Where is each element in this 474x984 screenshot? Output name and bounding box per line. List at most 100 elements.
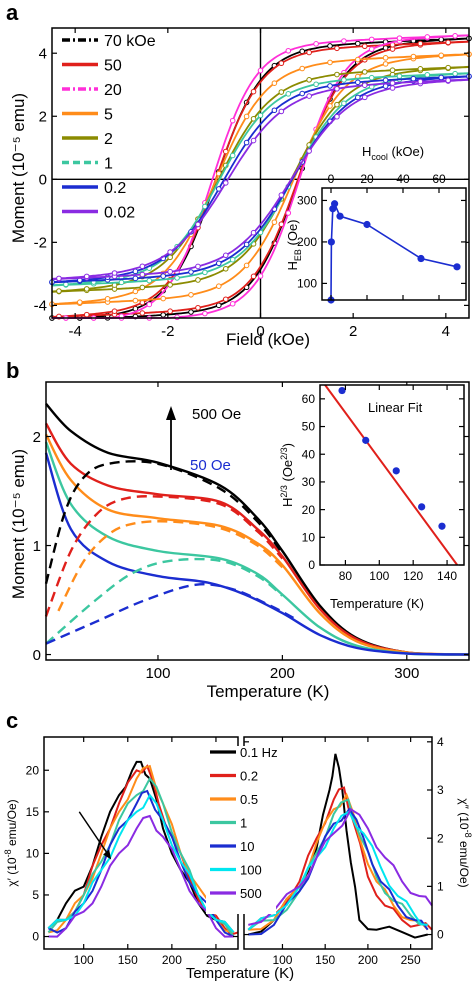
panel-a-marker: [271, 80, 278, 86]
panel-c-0-ytick-label: 0: [32, 930, 39, 944]
panel-a-inset-line: [330, 201, 458, 301]
panel-a-marker: [306, 148, 312, 154]
panel-a-ytick-label: -4: [34, 298, 47, 315]
panel-a-marker: [445, 77, 451, 84]
panel-a-marker: [250, 88, 257, 95]
panel-c-real-curve-0: [47, 760, 235, 934]
panel-a-marker: [327, 83, 333, 89]
panel-c-1-ytick-label: 2: [437, 831, 444, 845]
panel-a-marker: [361, 43, 368, 50]
panel-a-legend-label-0: 70 kOe: [104, 33, 156, 50]
panel-a-marker: [83, 286, 90, 292]
panel-b-inset-frame: [319, 384, 465, 566]
panel-a-inset-point: [331, 200, 339, 208]
panel-a-marker: [278, 89, 285, 95]
panel-a-marker: [368, 46, 375, 53]
panel-c-0-ytick-label: 5: [32, 888, 39, 902]
panel-a-marker: [139, 310, 146, 316]
panel-a-xtick-label: 0: [256, 323, 264, 340]
panel-b-annot-top: 500 Oe: [192, 406, 241, 423]
panel-a-chart: -4 -2 0 2 4 -4 -2 0 2 4 70 kOe 50 20 5 2 1 0.2 0.02 0 20 40 6…: [34, 27, 472, 340]
panel-a-marker: [382, 77, 389, 83]
panel-b-inset-point: [438, 522, 446, 530]
panel-b-fc-curve-3: [44, 441, 470, 656]
panel-c-imag-curve-3: [247, 798, 428, 931]
panel-a-marker: [341, 100, 347, 107]
panel-a-marker: [250, 229, 257, 236]
panel-c-legend-label-5: 100: [240, 863, 262, 878]
panel-a-marker: [222, 180, 229, 186]
panel-c-1-ytick-label: 1: [437, 880, 444, 894]
panel-b-xlabel: Temperature (K): [207, 682, 330, 701]
panel-a-marker: [389, 80, 396, 86]
panel-a-marker: [361, 94, 368, 101]
panel-c-1-ytick-label: 3: [437, 783, 444, 797]
panel-a-inset-bg: [322, 188, 466, 300]
panel-a-marker: [202, 203, 208, 210]
panel-a-marker: [188, 309, 194, 315]
panel-a-marker: [396, 73, 403, 79]
panel-a-marker: [243, 241, 250, 248]
panel-a-marker: [382, 55, 389, 61]
panel-a-marker: [341, 38, 347, 44]
panel-a-marker: [167, 268, 173, 275]
panel-a-inset-xtick-label: 60: [432, 172, 446, 186]
panel-a-xtick-label: -2: [161, 323, 174, 340]
panel-c-1-ytick-label: 4: [437, 735, 444, 749]
panel-c-0-xtick-label: 150: [118, 953, 138, 967]
panel-c-0-ylabel: χ′ (10-8 emu/Oe): [3, 799, 19, 886]
panel-b-inset-ytick-label: 60: [302, 392, 316, 406]
panel-a-marker: [202, 269, 208, 276]
panel-c-0-xtick-label: 100: [74, 953, 94, 967]
panel-a-marker: [278, 60, 285, 67]
panel-c-arrow-shaft: [78, 811, 111, 858]
panel-c-legend-label-3: 1: [240, 816, 247, 831]
panel-a-marker: [56, 275, 62, 282]
panel-b-xtick-label: 300: [394, 665, 419, 682]
panel-a-marker: [216, 260, 222, 267]
panel-a-marker: [306, 93, 312, 99]
panel-a-marker: [438, 52, 445, 59]
panel-a-inset-xtick-label: 0: [328, 172, 335, 186]
panel-a-ytick-label: -2: [34, 235, 47, 252]
panel-a-marker: [250, 273, 257, 280]
panel-c-letter: c: [6, 708, 18, 733]
panel-b-fc-curve-2: [44, 433, 470, 656]
panel-a-inset-ytick-label: 100: [297, 277, 317, 291]
panel-b-annot-bottom: 50 Oe: [190, 457, 231, 474]
panel-a-legend-label-1: 50: [104, 58, 122, 75]
panel-a-marker: [132, 288, 139, 295]
panel-b-chart: 100 200 300 0 1 2 80 100 120 140 0 10 20 30 40 50 60 H2/3…: [33, 381, 470, 682]
panel-c-arrow-head: [103, 849, 112, 860]
panel-c-0-ytick-label: 10: [26, 847, 40, 861]
panel-a-marker: [424, 72, 431, 78]
panel-a-legend-label-7: 0.02: [104, 205, 135, 222]
panel-a-legend-label-2: 20: [104, 82, 122, 99]
panel-a-marker: [445, 39, 451, 46]
panel-a-ytick-label: 2: [39, 109, 47, 126]
panel-a-marker: [229, 152, 236, 159]
panel-a-marker: [410, 75, 417, 82]
panel-a-marker: [160, 312, 166, 318]
panel-a-marker: [417, 40, 424, 47]
panel-a-marker: [257, 112, 264, 119]
panel-a-marker: [278, 192, 285, 198]
panel-a-marker: [313, 81, 319, 88]
panel-a-marker: [146, 277, 153, 284]
panel-a-marker: [257, 273, 264, 279]
panel-a-marker: [167, 282, 173, 288]
panel-a-legend-label-4: 2: [104, 131, 113, 148]
panel-a-marker: [139, 263, 146, 270]
panel-a-loop-descending-1: [51, 40, 470, 318]
panel-a-marker: [355, 40, 361, 47]
panel-b-inset-xtick-label: 140: [437, 569, 457, 583]
panel-b-zfc-curve-4: [45, 583, 296, 645]
panel-c-legend-label-0: 0.1 Hz: [240, 745, 278, 760]
panel-c-1-ylabel: χ″ (10-8 emu/Oe): [457, 798, 473, 887]
panel-a-marker: [341, 77, 347, 83]
panel-a-marker: [306, 49, 312, 56]
panel-c-xlabel: Temperature (K): [186, 965, 294, 982]
panel-a-marker: [132, 297, 139, 304]
panel-c-legend-label-4: 10: [240, 839, 254, 854]
panel-a-marker: [83, 273, 90, 280]
